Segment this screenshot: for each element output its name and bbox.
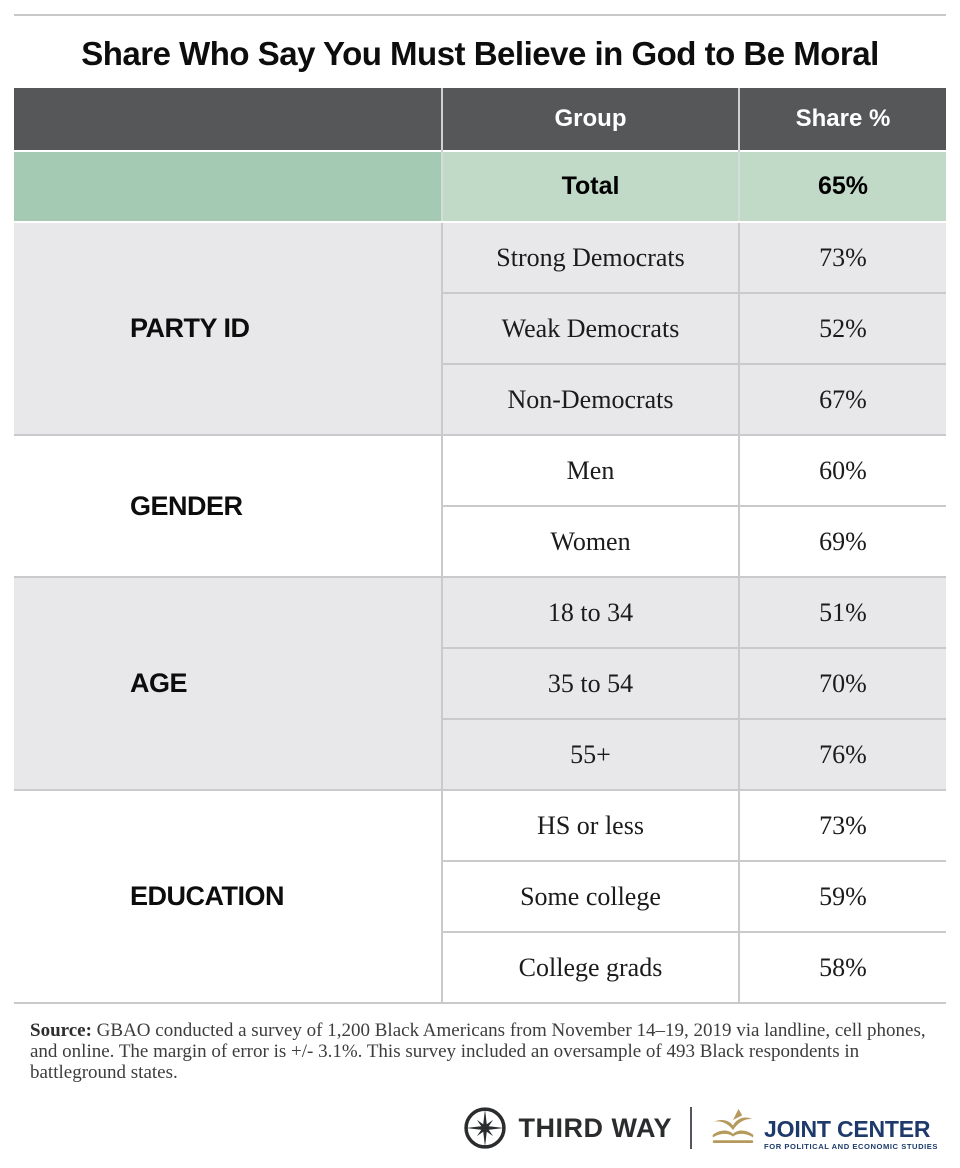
table-row: Non-Democrats 67% bbox=[14, 364, 946, 435]
total-label-cell bbox=[14, 150, 442, 223]
share-cell: 52% bbox=[738, 293, 946, 364]
header-group: Group bbox=[441, 88, 739, 151]
table-row: EDUCATION HS or less 73% bbox=[14, 790, 946, 1003]
table-row: Some college 59% bbox=[14, 861, 946, 932]
footer-logos: THIRD WAY JOINT CENTER FOR POLITICAL AND… bbox=[0, 1104, 960, 1152]
joint-center-logo: JOINT CENTER FOR POLITICAL AND ECONOMIC … bbox=[710, 1106, 938, 1151]
share-cell: 67% bbox=[738, 364, 946, 435]
table-row: 55+ 76% bbox=[14, 719, 946, 790]
table-row-total: Total 65% bbox=[14, 150, 946, 223]
share-cell: 69% bbox=[738, 506, 946, 577]
group-cell: HS or less bbox=[441, 790, 739, 861]
group-cell: 55+ bbox=[441, 719, 739, 790]
group-cell: Non-Democrats bbox=[441, 364, 739, 435]
share-cell: 76% bbox=[738, 719, 946, 790]
share-cell: 70% bbox=[738, 648, 946, 719]
table-row: PARTY ID Strong Democrats 73% bbox=[14, 222, 946, 435]
group-cell: Men bbox=[441, 435, 739, 506]
total-group-cell: Total bbox=[441, 150, 739, 223]
category-party-id: PARTY ID bbox=[14, 222, 442, 435]
category-age: AGE bbox=[14, 577, 442, 790]
group-cell: Some college bbox=[441, 861, 739, 932]
share-cell: 58% bbox=[738, 932, 946, 1003]
category-gender: GENDER bbox=[14, 435, 442, 577]
table-row: College grads 58% bbox=[14, 932, 946, 1003]
page-title: Share Who Say You Must Believe in God to… bbox=[81, 35, 879, 72]
joint-center-title: JOINT CENTER bbox=[764, 1115, 931, 1142]
source-label: Source: bbox=[30, 1020, 92, 1041]
header-share: Share % bbox=[738, 88, 946, 151]
open-book-icon bbox=[710, 1106, 756, 1151]
survey-results-table: Group Share % Total 65% PARTY ID Strong … bbox=[14, 88, 946, 1004]
source-text: GBAO conducted a survey of 1,200 Black A… bbox=[30, 1020, 926, 1083]
table-row: AGE 18 to 34 51% bbox=[14, 577, 946, 790]
table-row: Weak Democrats 52% bbox=[14, 293, 946, 364]
header-empty-cell bbox=[14, 88, 442, 151]
third-way-wordmark: THIRD WAY bbox=[518, 1112, 673, 1143]
share-cell: 59% bbox=[738, 861, 946, 932]
third-way-logo: THIRD WAY bbox=[463, 1106, 673, 1150]
share-cell: 73% bbox=[738, 222, 946, 293]
group-cell: 18 to 34 bbox=[441, 577, 739, 648]
table-header-row: Group Share % bbox=[14, 88, 946, 151]
share-cell: 73% bbox=[738, 790, 946, 861]
source-note: Source: GBAO conducted a survey of 1,200… bbox=[30, 1020, 932, 1083]
joint-center-wordmark: JOINT CENTER FOR POLITICAL AND ECONOMIC … bbox=[764, 1115, 938, 1151]
category-education: EDUCATION bbox=[14, 790, 442, 1003]
share-cell: 60% bbox=[738, 435, 946, 506]
group-cell: Strong Democrats bbox=[441, 222, 739, 293]
group-cell: 35 to 54 bbox=[441, 648, 739, 719]
joint-center-subtitle: FOR POLITICAL AND ECONOMIC STUDIES bbox=[764, 1141, 938, 1151]
share-cell: 51% bbox=[738, 577, 946, 648]
table-row: 35 to 54 70% bbox=[14, 648, 946, 719]
compass-star-icon bbox=[463, 1106, 507, 1150]
group-cell: Weak Democrats bbox=[441, 293, 739, 364]
table-row: Women 69% bbox=[14, 506, 946, 577]
top-divider-rule bbox=[14, 14, 946, 16]
table-row: GENDER Men 60% bbox=[14, 435, 946, 577]
logo-divider-bar bbox=[690, 1107, 693, 1149]
group-cell: College grads bbox=[441, 932, 739, 1003]
group-cell: Women bbox=[441, 506, 739, 577]
total-share-cell: 65% bbox=[738, 150, 946, 223]
